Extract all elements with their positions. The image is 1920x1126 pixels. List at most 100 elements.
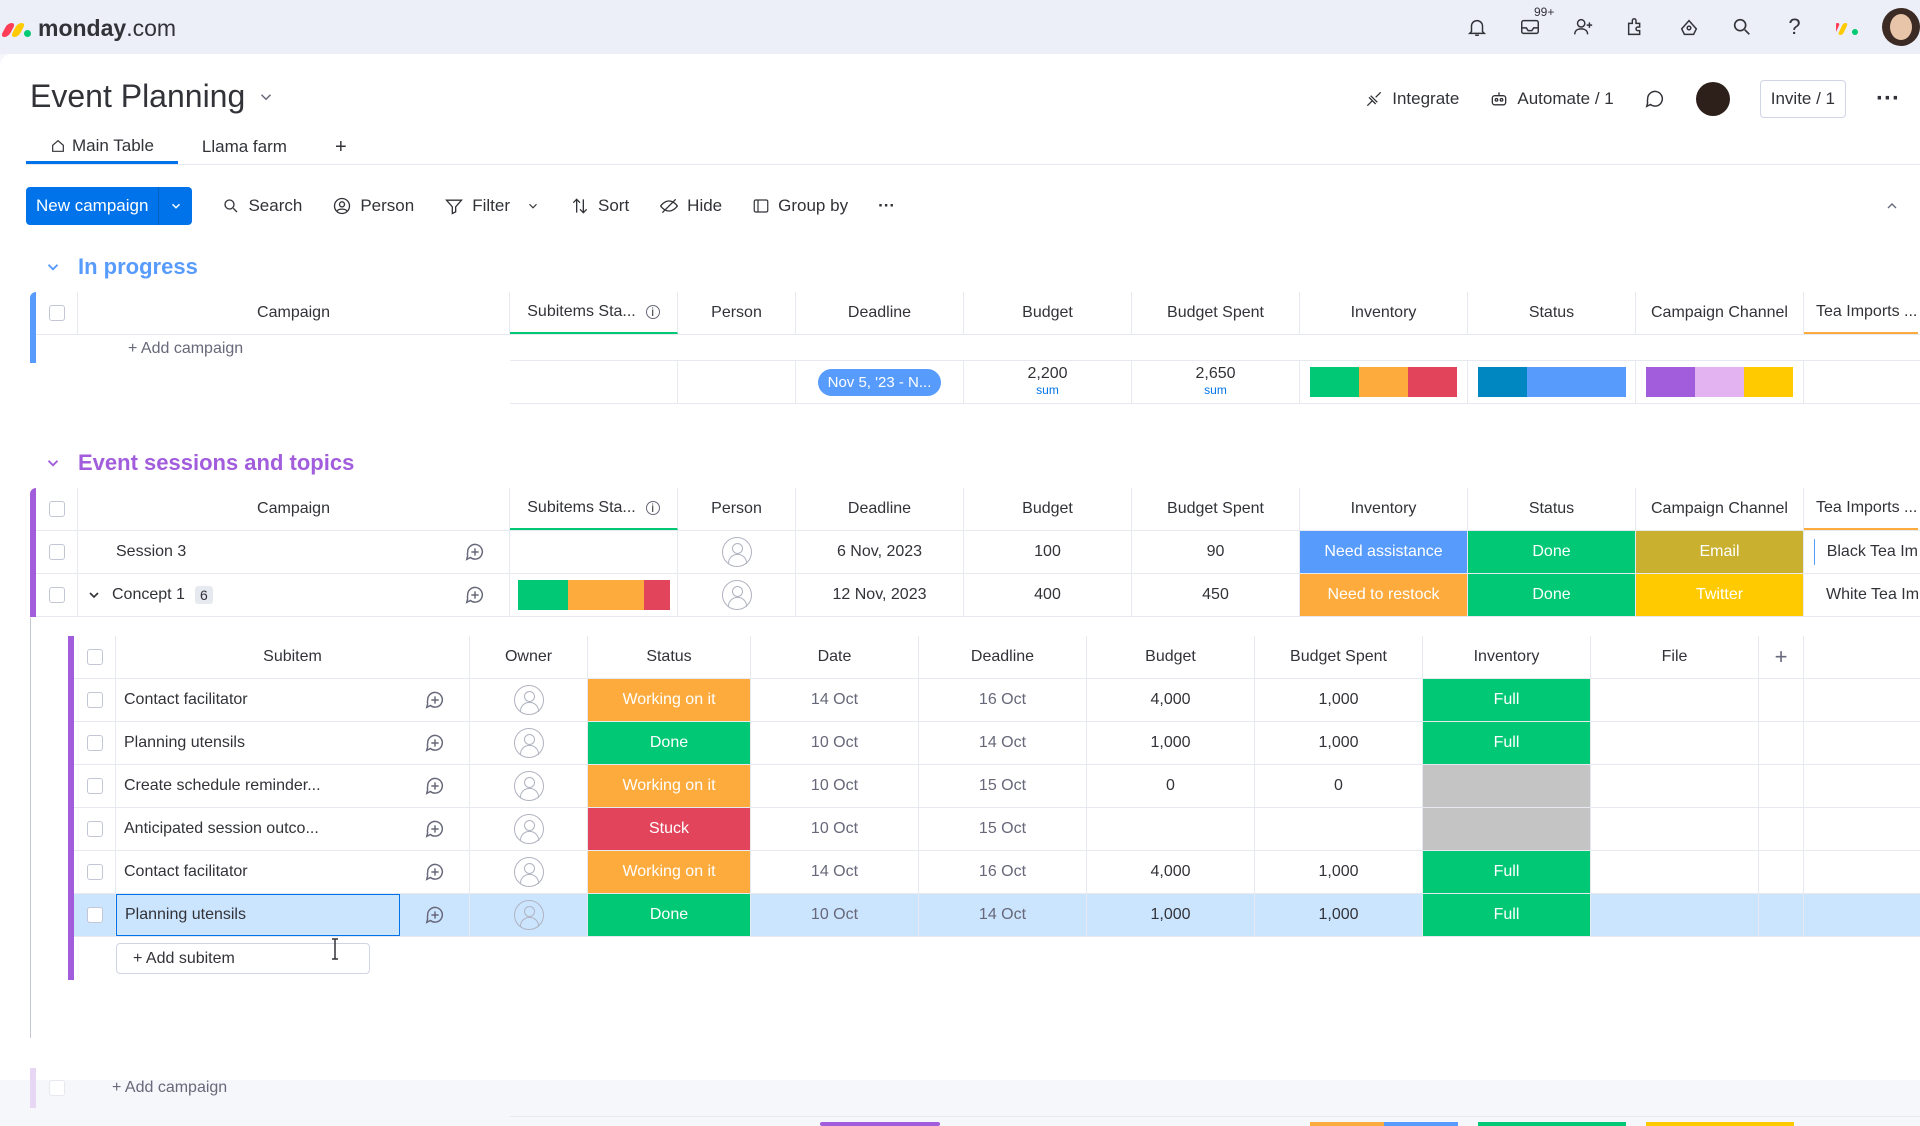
- inventory-cell[interactable]: [1423, 765, 1591, 807]
- file-cell[interactable]: [1591, 851, 1759, 893]
- date-cell[interactable]: 10 Oct: [751, 808, 919, 850]
- user-avatar[interactable]: [1882, 8, 1920, 46]
- add-update-icon[interactable]: [440, 574, 510, 616]
- budget-spent-cell[interactable]: 450: [1132, 574, 1300, 616]
- add-update-icon[interactable]: [400, 679, 470, 721]
- deadline-cell[interactable]: 16 Oct: [919, 851, 1087, 893]
- status-cell[interactable]: Done: [588, 722, 751, 764]
- date-cell[interactable]: 14 Oct: [751, 851, 919, 893]
- column-header[interactable]: Subitem: [116, 636, 470, 678]
- collapse-header-icon[interactable]: [1884, 198, 1900, 214]
- file-cell[interactable]: [1591, 765, 1759, 807]
- status-cell[interactable]: Done: [1468, 574, 1636, 616]
- chevron-down-icon[interactable]: [526, 199, 540, 213]
- person-filter-button[interactable]: Person: [332, 196, 414, 216]
- budget-spent-cell[interactable]: 1,000: [1255, 679, 1423, 721]
- inventory-cell[interactable]: Need assistance: [1300, 531, 1468, 573]
- subitem-row[interactable]: Create schedule reminder... Working on it…: [74, 765, 1920, 808]
- group-title-event-sessions[interactable]: Event sessions and topics: [44, 450, 354, 476]
- column-header[interactable]: Status: [588, 636, 751, 678]
- subitem-row[interactable]: Contact facilitator Working on it 14 Oct 16…: [74, 851, 1920, 894]
- budget-cell[interactable]: 400: [964, 574, 1132, 616]
- add-campaign-input[interactable]: + Add campaign: [112, 1079, 228, 1096]
- more-options-icon[interactable]: ···: [1876, 85, 1900, 112]
- column-header[interactable]: Tea Imports ...: [1804, 488, 1918, 530]
- inventory-distribution-bar[interactable]: [1309, 367, 1458, 397]
- subitem-name[interactable]: Planning utensils: [116, 894, 400, 936]
- subitem-row[interactable]: Planning utensils Done 10 Oct 14 Oct 1,000 1,…: [74, 722, 1920, 765]
- info-icon[interactable]: i: [645, 501, 660, 515]
- status-cell[interactable]: Done: [1468, 531, 1636, 573]
- subitem-name[interactable]: Planning utensils: [124, 734, 245, 751]
- subitem-count-badge[interactable]: 6: [194, 586, 213, 604]
- file-cell[interactable]: [1591, 679, 1759, 721]
- budget-cell[interactable]: 0: [1087, 765, 1255, 807]
- select-all-checkbox[interactable]: [36, 292, 78, 334]
- channel-distribution-bar[interactable]: [1645, 367, 1794, 397]
- inventory-cell[interactable]: Full: [1423, 894, 1591, 936]
- subitem-name[interactable]: Contact facilitator: [124, 691, 248, 708]
- file-cell[interactable]: [1591, 894, 1759, 936]
- row-checkbox[interactable]: [74, 894, 116, 936]
- deadline-cell[interactable]: 14 Oct: [919, 894, 1087, 936]
- column-header[interactable]: Campaign: [78, 292, 510, 334]
- subitem-name[interactable]: Anticipated session outco...: [124, 820, 319, 837]
- filter-button[interactable]: Filter: [444, 196, 540, 216]
- column-header[interactable]: Deadline: [796, 488, 964, 530]
- status-cell[interactable]: Working on it: [588, 851, 751, 893]
- channel-cell[interactable]: Twitter: [1636, 574, 1804, 616]
- chevron-down-icon[interactable]: [44, 454, 62, 472]
- subitems-status-cell[interactable]: [510, 574, 678, 616]
- add-update-icon[interactable]: [440, 531, 510, 573]
- budget-spent-cell[interactable]: 1,000: [1255, 722, 1423, 764]
- column-header[interactable]: Budget Spent: [1255, 636, 1423, 678]
- add-campaign-input[interactable]: + Add campaign: [128, 340, 244, 357]
- column-header[interactable]: Subitems Sta... i: [510, 488, 678, 530]
- notifications-icon[interactable]: [1450, 0, 1503, 54]
- select-all-checkbox[interactable]: [36, 488, 78, 530]
- column-header[interactable]: Campaign: [78, 488, 510, 530]
- date-cell[interactable]: 10 Oct: [751, 894, 919, 936]
- deadline-cell[interactable]: 6 Nov, 2023: [796, 531, 964, 573]
- column-header[interactable]: Tea Imports ...: [1804, 292, 1918, 334]
- column-header[interactable]: Budget: [1087, 636, 1255, 678]
- more-tools-button[interactable]: ···: [878, 196, 896, 215]
- tea-imports-cell[interactable]: White Tea Im: [1804, 574, 1918, 616]
- budget-cell[interactable]: 1,000: [1087, 722, 1255, 764]
- add-view-button[interactable]: +: [311, 130, 371, 164]
- column-header[interactable]: Subitems Sta... i: [510, 292, 678, 334]
- inventory-cell[interactable]: Full: [1423, 722, 1591, 764]
- column-header[interactable]: Campaign Channel: [1636, 488, 1804, 530]
- apps-icon[interactable]: [1609, 0, 1662, 54]
- add-column-button[interactable]: +: [1759, 636, 1804, 678]
- owner-cell[interactable]: [470, 808, 588, 850]
- inventory-cell[interactable]: Need to restock: [1300, 574, 1468, 616]
- inventory-cell[interactable]: Full: [1423, 851, 1591, 893]
- tab-llama-farm[interactable]: Llama farm: [178, 130, 311, 164]
- search-everything-icon[interactable]: [1662, 0, 1715, 54]
- group-title-in-progress[interactable]: In progress: [44, 254, 198, 280]
- budget-cell[interactable]: 100: [964, 531, 1132, 573]
- new-item-button[interactable]: New campaign: [26, 187, 193, 225]
- date-cell[interactable]: 14 Oct: [751, 679, 919, 721]
- column-header[interactable]: Budget: [964, 488, 1132, 530]
- owner-cell[interactable]: [470, 851, 588, 893]
- add-update-icon[interactable]: [400, 722, 470, 764]
- row-checkbox[interactable]: [36, 531, 78, 573]
- select-all-checkbox[interactable]: [74, 636, 116, 678]
- date-cell[interactable]: 10 Oct: [751, 765, 919, 807]
- row-checkbox[interactable]: [74, 679, 116, 721]
- group-by-button[interactable]: Group by: [752, 196, 848, 216]
- column-header[interactable]: Date: [751, 636, 919, 678]
- column-header[interactable]: Deadline: [919, 636, 1087, 678]
- row-checkbox[interactable]: [74, 765, 116, 807]
- owner-cell[interactable]: [470, 765, 588, 807]
- subitem-row[interactable]: Anticipated session outco... Stuck 10 Oct 1…: [74, 808, 1920, 851]
- chevron-down-icon[interactable]: [86, 587, 102, 603]
- deadline-cell[interactable]: 14 Oct: [919, 722, 1087, 764]
- column-header[interactable]: Status: [1468, 292, 1636, 334]
- invite-members-icon[interactable]: [1556, 0, 1609, 54]
- tea-imports-cell[interactable]: Black Tea Im: [1804, 531, 1918, 573]
- column-header[interactable]: File: [1591, 636, 1759, 678]
- sort-button[interactable]: Sort: [570, 196, 629, 216]
